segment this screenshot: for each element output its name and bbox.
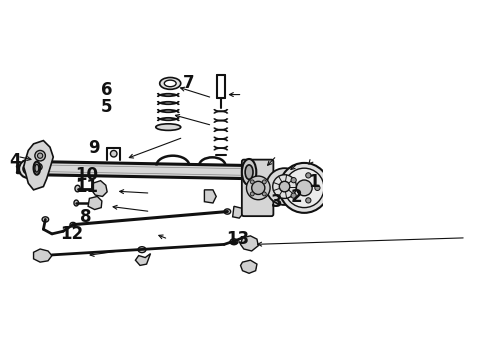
Circle shape [94,201,99,206]
Circle shape [279,163,329,213]
Ellipse shape [245,165,253,179]
Circle shape [250,180,254,184]
Circle shape [98,185,105,192]
FancyBboxPatch shape [242,159,273,216]
Circle shape [315,185,320,190]
Polygon shape [33,249,52,262]
Circle shape [306,173,311,178]
Circle shape [110,150,117,157]
Polygon shape [37,162,250,179]
Ellipse shape [156,124,181,130]
Ellipse shape [230,239,238,245]
Ellipse shape [160,77,181,89]
Text: 5: 5 [100,98,112,116]
Text: 1: 1 [308,174,319,192]
Text: 9: 9 [88,139,99,157]
Polygon shape [88,197,102,210]
Circle shape [35,150,46,161]
Polygon shape [233,206,243,218]
Circle shape [252,181,265,194]
Circle shape [35,163,42,170]
Circle shape [19,159,38,178]
Circle shape [262,192,266,196]
Text: 4: 4 [10,152,22,170]
Circle shape [291,193,296,198]
Ellipse shape [74,200,78,206]
Circle shape [250,192,254,196]
Circle shape [273,175,296,198]
Polygon shape [241,260,257,273]
Polygon shape [91,181,107,197]
Circle shape [266,168,303,205]
Text: 12: 12 [60,225,83,243]
Polygon shape [204,190,216,203]
Ellipse shape [224,209,231,214]
Ellipse shape [164,80,176,87]
Circle shape [25,166,31,171]
Text: 7: 7 [183,74,194,92]
Circle shape [285,168,324,208]
Text: 2: 2 [291,188,302,206]
Polygon shape [24,140,53,190]
Ellipse shape [33,162,40,175]
Text: 11: 11 [75,178,98,196]
Circle shape [38,153,43,158]
Text: 3: 3 [271,193,283,211]
Ellipse shape [138,247,146,253]
Text: 6: 6 [100,81,112,99]
Circle shape [279,181,290,192]
Ellipse shape [42,217,49,222]
Text: 10: 10 [75,166,98,184]
Polygon shape [241,236,258,251]
Circle shape [246,176,270,200]
Circle shape [296,180,312,196]
Text: 8: 8 [79,208,91,226]
Ellipse shape [75,185,80,192]
Circle shape [306,198,311,203]
Circle shape [23,163,33,174]
Circle shape [262,180,266,184]
Ellipse shape [35,164,39,172]
Text: 13: 13 [226,230,249,248]
Ellipse shape [70,222,76,227]
Polygon shape [135,253,150,265]
Ellipse shape [242,159,256,185]
Ellipse shape [251,265,256,269]
Circle shape [291,177,296,183]
